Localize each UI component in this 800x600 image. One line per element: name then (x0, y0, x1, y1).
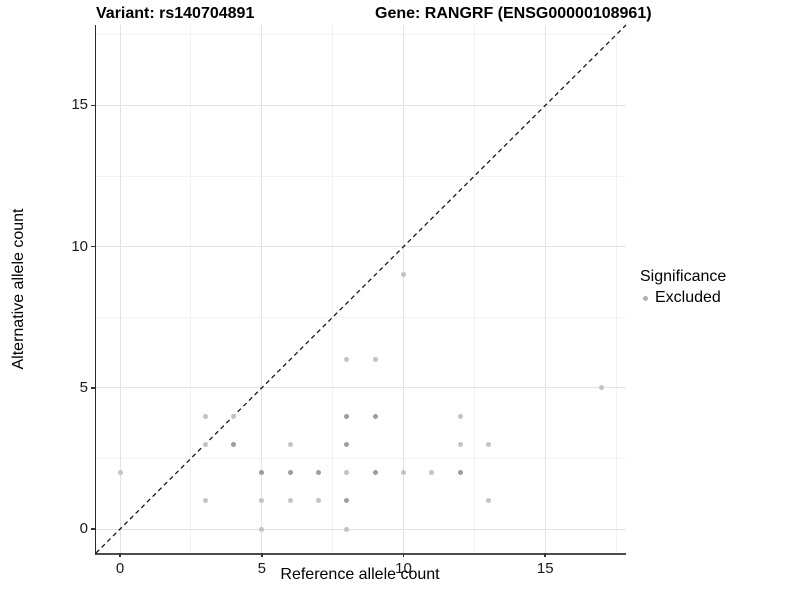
data-point (287, 498, 293, 504)
gridline-y-major (96, 104, 626, 106)
identity-dashed-line (95, 24, 627, 554)
data-point (259, 470, 265, 476)
data-point (401, 272, 406, 278)
x-axis-tick (402, 553, 405, 557)
gridline-x-minor (615, 25, 617, 553)
y-axis-tick-label: 10 (71, 237, 88, 255)
y-axis-tick (90, 245, 95, 248)
gridline-y-major (96, 528, 626, 530)
gridline-x-major (403, 25, 404, 553)
data-point (344, 470, 350, 476)
gridline-x-major (261, 25, 263, 553)
data-point (372, 413, 378, 419)
plot-title-variant: Variant: rs140704891 (96, 5, 255, 22)
data-point (401, 470, 406, 476)
x-axis-title: Reference allele count (280, 566, 440, 583)
x-axis-tick-label: 10 (395, 560, 412, 577)
x-axis-tick-label: 5 (257, 560, 266, 577)
legend-item-excluded: Excluded (640, 289, 726, 307)
gridline-y-major (96, 246, 626, 248)
data-point (457, 413, 463, 419)
data-point (344, 441, 350, 447)
x-axis-tick (544, 553, 546, 557)
gridline-y-minor (96, 316, 626, 318)
data-point (372, 470, 378, 476)
data-point (202, 441, 208, 447)
y-axis-tick (90, 104, 95, 107)
data-point (599, 385, 605, 391)
plot-title-gene: Gene: RANGRF (ENSG00000108961) (375, 5, 652, 22)
data-point (429, 470, 435, 476)
y-axis-tick (90, 387, 95, 389)
y-axis-title: Alternative allele count (10, 208, 27, 370)
x-axis-tick (261, 553, 263, 557)
gridline-x-minor (473, 25, 475, 553)
data-point (315, 498, 321, 504)
legend: Significance Excluded (640, 268, 726, 307)
x-axis-tick-label: 0 (115, 560, 125, 577)
data-point (287, 470, 293, 476)
legend-item-label: Excluded (655, 289, 721, 306)
data-point (457, 470, 463, 476)
gridline-x-minor (332, 25, 334, 553)
x-axis-tick (119, 553, 121, 557)
gridline-y-major (96, 387, 626, 389)
data-point (344, 498, 350, 504)
legend-title: Significance (640, 268, 727, 285)
data-point (202, 498, 208, 504)
plot-panel: 0 5 10 15 0 5 10 15 (71, 24, 627, 577)
data-point (486, 498, 492, 504)
data-point (344, 357, 350, 363)
data-point (372, 357, 378, 363)
data-point (259, 526, 265, 532)
data-point (344, 526, 350, 532)
gridline-y-minor (96, 175, 626, 177)
data-point (202, 413, 208, 419)
data-point (117, 470, 123, 476)
data-point (287, 441, 293, 447)
gridline-y-minor (96, 457, 626, 459)
gridline-x-minor (190, 25, 192, 553)
data-point (344, 413, 350, 419)
data-point (259, 498, 265, 504)
gridline-x-major (119, 25, 121, 553)
data-point (230, 441, 236, 447)
data-point (457, 441, 463, 447)
y-axis-tick (90, 528, 95, 530)
gridline-x-major (544, 25, 546, 553)
excluded-point-icon (643, 296, 648, 301)
data-point (230, 413, 236, 419)
y-axis-tick-label: 15 (71, 96, 88, 114)
y-axis-tick-label: 5 (79, 378, 88, 396)
data-point (315, 470, 321, 476)
data-point (486, 441, 492, 447)
gridline-y-minor (96, 34, 626, 36)
y-axis-tick-label: 0 (79, 520, 88, 537)
x-axis-tick-label: 15 (536, 560, 554, 577)
